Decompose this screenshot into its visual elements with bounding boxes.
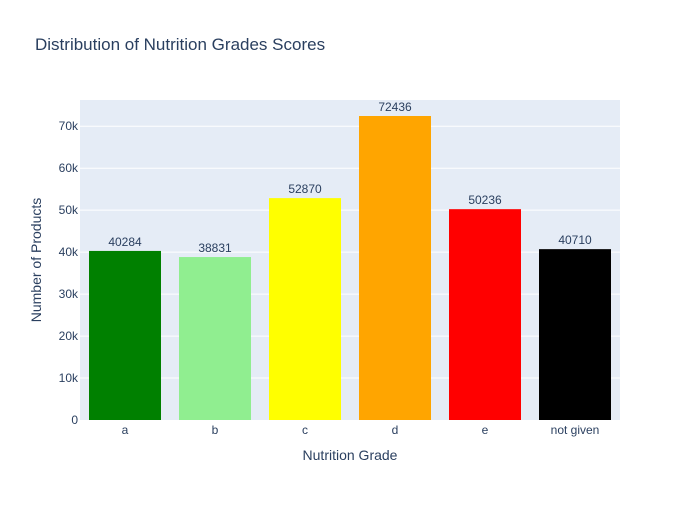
bar-e: [449, 209, 521, 420]
x-tick-label: a: [122, 423, 129, 437]
bar-b: [179, 257, 251, 420]
x-tick-label: not given: [551, 423, 600, 437]
bar-value-label: 72436: [378, 100, 412, 114]
y-gridlines: [80, 125, 620, 379]
y-tick-label: 50k: [59, 203, 79, 217]
y-tick-label: 30k: [59, 287, 79, 301]
bar-value-label: 40710: [558, 233, 592, 247]
y-tick-labels: 0 10k 20k 30k 40k 50k 60k 70k: [59, 119, 79, 427]
x-tick-labels: a b c d e not given: [122, 423, 600, 437]
y-tick-label: 0: [71, 413, 78, 427]
y-tick-label: 60k: [59, 161, 79, 175]
bar-a: [89, 250, 161, 420]
bar-value-label: 50236: [468, 193, 502, 207]
y-tick-label: 40k: [59, 245, 79, 259]
x-tick-label: e: [482, 423, 489, 437]
x-axis-title: Nutrition Grade: [303, 447, 398, 463]
bar-data-labels: 40284 38831 52870 72436 50236 40710: [108, 100, 592, 255]
x-tick-label: d: [392, 423, 399, 437]
bar-not-given: [539, 249, 611, 420]
x-tick-label: c: [302, 423, 308, 437]
bar-value-label: 52870: [288, 182, 322, 196]
bar-d: [359, 115, 431, 420]
plot-area-background: [80, 100, 620, 420]
bar-value-label: 40284: [108, 235, 142, 249]
y-tick-label: 20k: [59, 329, 79, 343]
bar-value-label: 38831: [198, 241, 232, 255]
bar-c: [269, 198, 341, 420]
y-tick-label: 10k: [59, 371, 79, 385]
chart-title: Distribution of Nutrition Grades Scores: [35, 35, 325, 54]
y-axis-title: Number of Products: [28, 198, 44, 323]
x-tick-label: b: [212, 423, 219, 437]
y-tick-label: 70k: [59, 119, 79, 133]
bars: [89, 115, 611, 420]
